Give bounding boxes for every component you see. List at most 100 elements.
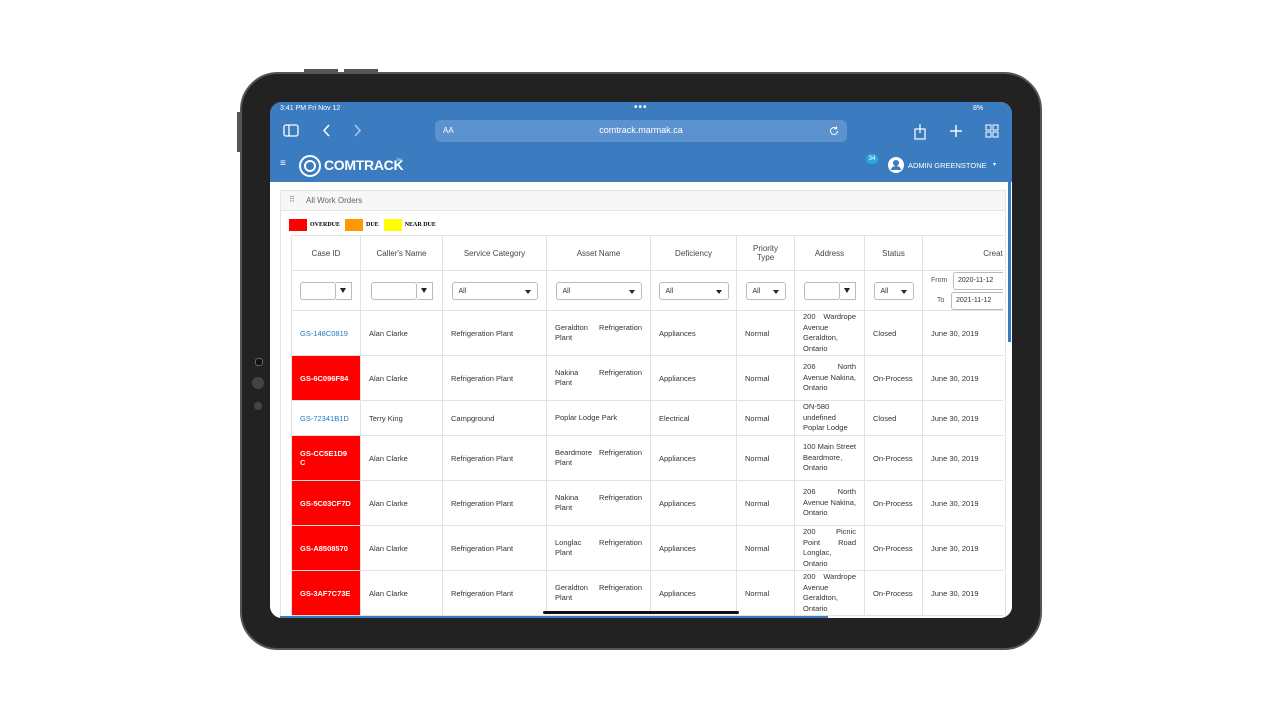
case-id-link[interactable]: GS-148C0819 [300,328,348,338]
data-row: GS-5C03CF7D Alan Clarke Refrigeration Plan… [291,480,1003,526]
brand: COMTRACK [324,157,404,173]
cell: June 30, 2019 [922,570,1003,616]
cell-text: 206 North Avenue Nakina, Ontario [803,487,856,518]
table-container: Case ID Caller's Name Service Category Asse… [291,235,1003,618]
cell: June 30, 2019 [922,480,1003,526]
cell: Refrigeration Plant [442,355,547,401]
case-id-link[interactable]: GS-72341B1D [300,413,349,423]
cell-text: Beardmore Refrigeration Plant [555,447,642,468]
filter-button[interactable] [839,281,856,300]
cell: Appliances [650,355,737,401]
cell: On-Process [864,435,923,481]
date-input[interactable]: 2020-11-12 [953,271,1003,290]
cell: Alan Clarke [360,310,443,356]
date-filter: To 2021-11-12 [937,291,1003,310]
cell: Electrical [650,400,737,436]
h-scrollbar[interactable] [280,616,828,618]
cell: Appliances [650,310,737,356]
filter-input[interactable] [300,281,336,300]
user-menu[interactable]: ADMIN GREENSTONE [908,161,987,170]
menu-icon[interactable]: ≡ [280,158,286,169]
text-size-button[interactable]: AA [443,126,454,135]
filter-input[interactable] [803,281,840,300]
power-button [237,112,241,152]
case-id-cell: GS-148C0819 [291,310,361,356]
data-row: GS-6C096F84 Alan Clarke Refrigeration Plan… [291,355,1003,401]
cell-text: On-Process [873,588,913,598]
date-label: To [937,297,945,305]
work-orders-table: Case ID Caller's Name Service Category Asse… [291,235,1003,616]
sensor [252,377,264,389]
filter-cell [291,270,361,311]
cell: Normal [736,310,795,356]
cell-text: June 30, 2019 [931,328,979,338]
filter-select[interactable]: All [451,281,538,300]
case-id-link[interactable]: GS-CC5E1D9C [300,449,348,467]
notification-badge[interactable]: 34 [866,154,878,164]
cell-text: Alan Clarke [369,543,408,553]
cell: Longlac Refrigeration Plant [546,525,651,571]
filter-select[interactable]: All [873,281,914,300]
date-input[interactable]: 2021-11-12 [951,291,1003,310]
case-id-link[interactable]: GS-5C03CF7D [300,498,351,508]
cell-text: June 30, 2019 [931,588,979,598]
cell-text: Refrigeration Plant [451,498,514,508]
multitask-dots[interactable]: ••• [634,102,648,113]
cell-text: Normal [745,413,770,423]
cell: On-Process [864,480,923,526]
case-id-link[interactable]: GS-3AF7C73E [300,588,351,598]
toolbar-actions[interactable] [910,122,1005,142]
filter-input[interactable] [370,281,417,300]
filter-select[interactable]: All [658,281,729,300]
cell-text: Alan Clarke [369,373,408,383]
filter-cell: All [650,270,737,311]
filter-cell [794,270,865,311]
column-header: Created Date [922,235,1003,271]
avatar[interactable] [888,157,904,173]
url[interactable]: comtrack.marmak.ca [599,125,683,135]
case-id-link[interactable]: GS-A8508570 [300,543,348,553]
legend-swatch [289,219,307,231]
toolbar-icons[interactable] [282,122,392,140]
cell-text: Normal [745,328,770,338]
case-id-link[interactable]: GS-6C096F84 [300,373,349,383]
browser-chrome: 3:41 PM Fri Nov 12 ••• 8% AA comtrack.ma… [270,102,1012,182]
cell: Campground [442,400,547,436]
cell-text: June 30, 2019 [931,373,979,383]
cell: Appliances [650,570,737,616]
logo [299,155,321,177]
cell: 100 Main Street Beardmore, Ontario [794,435,865,481]
date-filter: From 2020-11-12 [931,271,1003,290]
cell: June 30, 2019 [922,355,1003,401]
cell: June 30, 2019 [922,435,1003,481]
filter-select[interactable]: All [745,281,786,300]
cell-text: Normal [745,373,770,383]
legend-swatch [383,219,402,231]
cell-text: Normal [745,588,770,598]
cell-text: Refrigeration Plant [451,543,514,553]
data-row: GS-72341B1D Terry King Campground Poplar Lo… [291,400,1003,436]
address-bar[interactable]: AA comtrack.marmak.ca [435,120,847,142]
filter-button[interactable] [416,281,433,300]
reload-icon[interactable] [828,125,840,137]
cell: Alan Clarke [360,480,443,526]
filter-select[interactable]: All [555,281,642,300]
cell-text: 206 North Avenue Nakina, Ontario [803,362,856,393]
v-scrollbar[interactable] [1008,182,1011,342]
filter-cell: All [546,270,651,311]
data-row: GS-CC5E1D9C Alan Clarke Refrigeration Plan… [291,435,1003,481]
legend-label: DUE [366,222,379,228]
filter-button[interactable] [336,281,352,300]
cell: 200 Wardrope Avenue Geraldton, Ontario [794,570,865,616]
cell-text: June 30, 2019 [931,543,979,553]
content: ⠿ All Work Orders OVERDUE DUE NEAR DUE Cas… [270,182,1012,618]
volume-button [304,69,338,73]
case-id-cell: GS-3AF7C73E [291,570,361,616]
cell-text: Appliances [659,498,696,508]
cell-text: 100 Main Street Beardmore, Ontario [803,442,856,473]
cell: On-Process [864,570,923,616]
cell: 206 North Avenue Nakina, Ontario [794,355,865,401]
cell: 206 North Avenue Nakina, Ontario [794,480,865,526]
cell-text: Refrigeration Plant [451,328,514,338]
cell: On-Process [864,355,923,401]
